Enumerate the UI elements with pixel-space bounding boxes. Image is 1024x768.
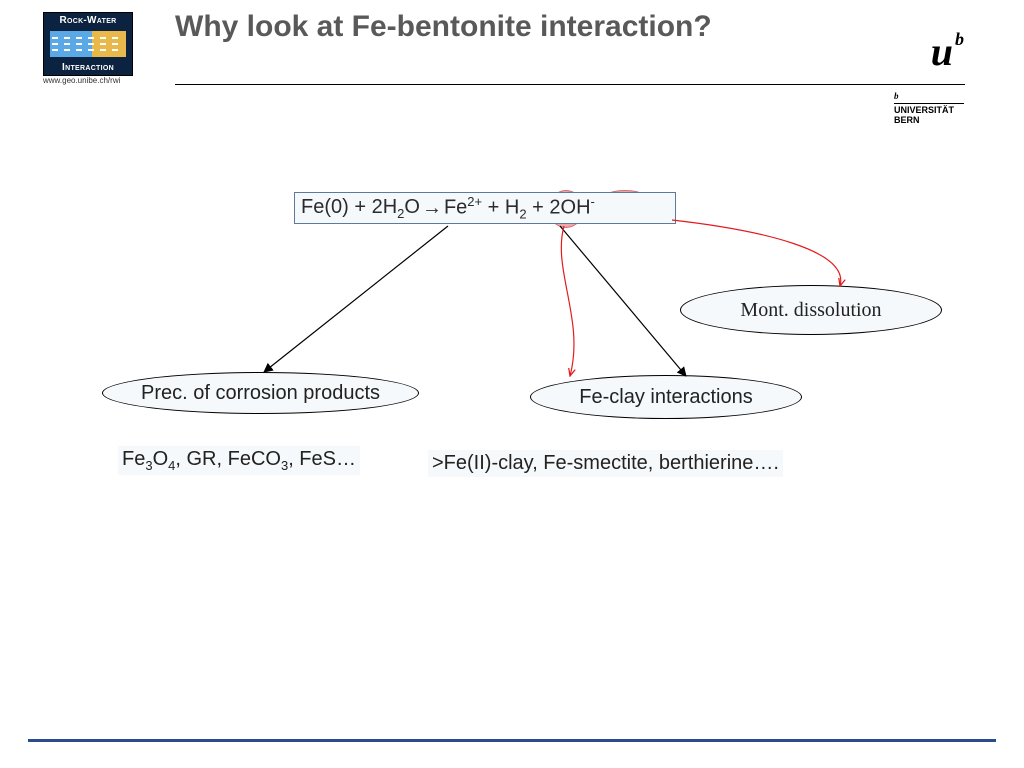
node-fe-clay: Fe-clay interactions — [530, 375, 802, 419]
logo-rockwater-panel — [50, 31, 126, 57]
logo-ub-sup: b — [955, 29, 964, 49]
note-fe-clay-products: >Fe(II)-clay, Fe-smectite, berthierine…. — [428, 450, 783, 477]
logo-unibern-mark: ub — [931, 28, 964, 75]
logo-ub-name2: BERN — [894, 116, 964, 126]
title-rule — [175, 84, 965, 85]
slide: Rock-Water Interaction www.geo.unibe.ch/… — [0, 0, 1024, 768]
node-corrosion-label: Prec. of corrosion products — [141, 382, 380, 405]
logo-rockwater-line1: Rock-Water — [48, 15, 128, 26]
note-corrosion-products: Fe3O4, GR, FeCO3, FeS… — [118, 446, 360, 475]
logo-rockwater: Rock-Water Interaction — [43, 12, 133, 76]
logo-ub-main: u — [931, 29, 953, 74]
footer-rule — [28, 739, 996, 742]
node-mont-dissolution: Mont. dissolution — [680, 285, 942, 335]
node-corrosion-products: Prec. of corrosion products — [102, 372, 419, 414]
eq-part3: Fe2+ + H2 + 2OH- — [444, 194, 595, 222]
node-mont-label: Mont. dissolution — [740, 299, 881, 322]
eq-part1: Fe(0) + 2H2O — [301, 196, 420, 221]
node-feclay-label: Fe-clay interactions — [579, 386, 752, 409]
logo-rockwater-url: www.geo.unibe.ch/rwi — [43, 76, 120, 85]
eq-arrow: → — [422, 197, 442, 220]
logo-ub-small-b: b — [894, 92, 964, 102]
logo-unibern-text: b UNIVERSITÄT BERN — [894, 92, 964, 126]
equation-box: Fe(0) + 2H2O → Fe2+ + H2 + 2OH- — [294, 192, 676, 224]
page-title: Why look at Fe-bentonite interaction? — [175, 10, 712, 45]
logo-rockwater-line2: Interaction — [48, 62, 128, 73]
